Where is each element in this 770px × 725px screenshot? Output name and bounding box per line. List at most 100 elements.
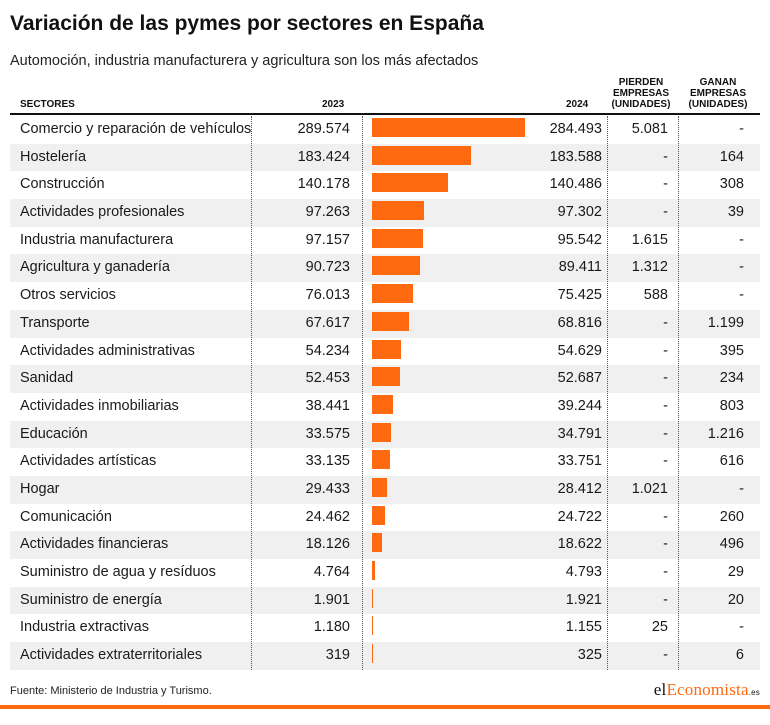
bar-2024 [372,228,424,248]
ganan-value: - [739,259,744,276]
ganan-value: 164 [719,148,744,165]
logo-prefix: el [653,680,667,699]
bar-2024 [372,367,401,387]
sector-name: Actividades artísticas [20,453,157,470]
ganan-value: 234 [719,370,744,387]
header-ganan-line3: (UNIDADES) [688,99,748,110]
value-2023: 76.013 [305,287,350,304]
table-row: Educación 33.575 34.791 - 1.216 [10,420,760,449]
table-body: Comercio y reparación de vehículos 289.57… [10,116,760,670]
pierden-value: 1.615 [631,231,668,248]
value-2024: 95.542 [557,231,602,248]
bar-2024 [372,118,525,137]
pierden-value: - [663,314,668,331]
pierden-value: - [663,425,668,442]
pierden-value: - [663,204,668,221]
bar-2024 [372,311,409,331]
pierden-value: - [663,342,668,359]
sector-name: Hostelería [20,148,87,165]
sector-name: Hogar [20,480,60,497]
table-row: Industria manufacturera 97.157 95.542 1.615… [10,227,760,255]
table-row: Construcción 140.178 140.486 - 308 [10,171,760,199]
pierden-value: - [663,536,668,553]
sector-name: Suministro de agua y resíduos [20,564,216,580]
value-2023: 54.234 [305,342,350,359]
table-row: Actividades inmobiliarias 38.441 39.244 - 80… [10,393,760,421]
header-pierden: PIERDEN EMPRESAS (UNIDADES) [610,77,672,110]
pierden-value: 1.312 [631,259,668,276]
table-row: Industria extractivas 1.180 1.155 25 - [10,614,760,642]
table-row: Suministro de energía 1.901 1.921 - 20 [10,586,760,615]
sector-name: Actividades extraterritoriales [20,647,203,664]
header-ganan-line2: EMPRESAS [689,88,747,99]
header-pierden-line1: PIERDEN [618,77,664,88]
sector-name: Actividades inmobiliarias [20,397,179,414]
ganan-value: - [739,121,744,137]
pierden-value: - [663,176,668,193]
pierden-value: - [663,647,668,664]
sector-name: Comunicación [20,508,112,525]
value-2024: 1.921 [565,591,602,608]
table-row: Actividades profesionales 97.263 97.302 - 39 [10,199,760,227]
column-divider [607,116,608,670]
value-2024: 18.622 [557,536,602,553]
bar-2024 [372,173,448,193]
ganan-value: - [739,287,744,304]
header-ganan-line1: GANAN [699,77,737,88]
bar-2024 [372,201,425,221]
publisher-logo: elEconomista.es [654,680,760,700]
value-2024: 89.411 [558,259,602,276]
value-2024: 52.687 [557,370,602,387]
bar-2024 [372,477,388,497]
value-2024: 325 [577,647,602,664]
value-2024: 54.629 [557,342,602,359]
sector-name: Actividades profesionales [20,204,185,221]
header-pierden-line2: EMPRESAS [612,88,670,99]
value-2024: 39.244 [557,397,602,414]
pierden-value: - [663,370,668,387]
bar-2024 [372,561,375,580]
bar-2024 [372,256,421,276]
bottom-accent-bar [0,705,770,709]
sector-name: Otros servicios [20,287,116,304]
value-2024: 183.588 [549,148,602,165]
ganan-value: 496 [719,536,744,553]
value-2023: 90.723 [305,259,350,276]
table-row: Agricultura y ganadería 90.723 89.411 1.312… [10,254,760,283]
value-2024: 33.751 [557,453,602,470]
bar-2024 [372,644,373,664]
bar-2024 [372,533,382,553]
bar-2024 [372,616,373,636]
sector-name: Suministro de energía [20,591,162,608]
column-divider [362,116,363,670]
bar-2024 [372,394,394,414]
ganan-value: 6 [735,647,744,664]
bar-2024 [372,505,386,525]
sector-name: Industria extractivas [20,619,149,636]
ganan-value: 20 [727,591,744,608]
sector-name: Construcción [20,176,105,193]
value-2023: 1.901 [313,591,350,608]
column-divider [678,116,679,670]
ganan-value: - [739,480,744,497]
value-2024: 1.155 [565,619,602,636]
ganan-value: 395 [719,342,744,359]
header-2023: 2023 [322,99,345,110]
sector-name: Agricultura y ganadería [20,259,170,276]
ganan-value: 1.216 [707,425,744,442]
table-row: Actividades financieras 18.126 18.622 - 496 [10,531,760,559]
value-2023: 33.575 [305,425,350,442]
value-2024: 140.486 [549,176,602,193]
table-row: Comercio y reparación de vehículos 289.57… [10,116,760,144]
ganan-value: 616 [719,453,744,470]
pierden-value: - [663,508,668,525]
ganan-value: 803 [719,397,744,414]
table-row: Hogar 29.433 28.412 1.021 - [10,475,760,504]
pierden-value: - [663,453,668,470]
column-divider [251,116,252,670]
chart-subtitle: Automoción, industria manufacturera y ag… [10,53,479,69]
ganan-value: 39 [727,204,744,221]
value-2023: 67.617 [305,314,350,331]
table-row: Sanidad 52.453 52.687 - 234 [10,365,760,393]
value-2024: 284.493 [549,121,602,137]
